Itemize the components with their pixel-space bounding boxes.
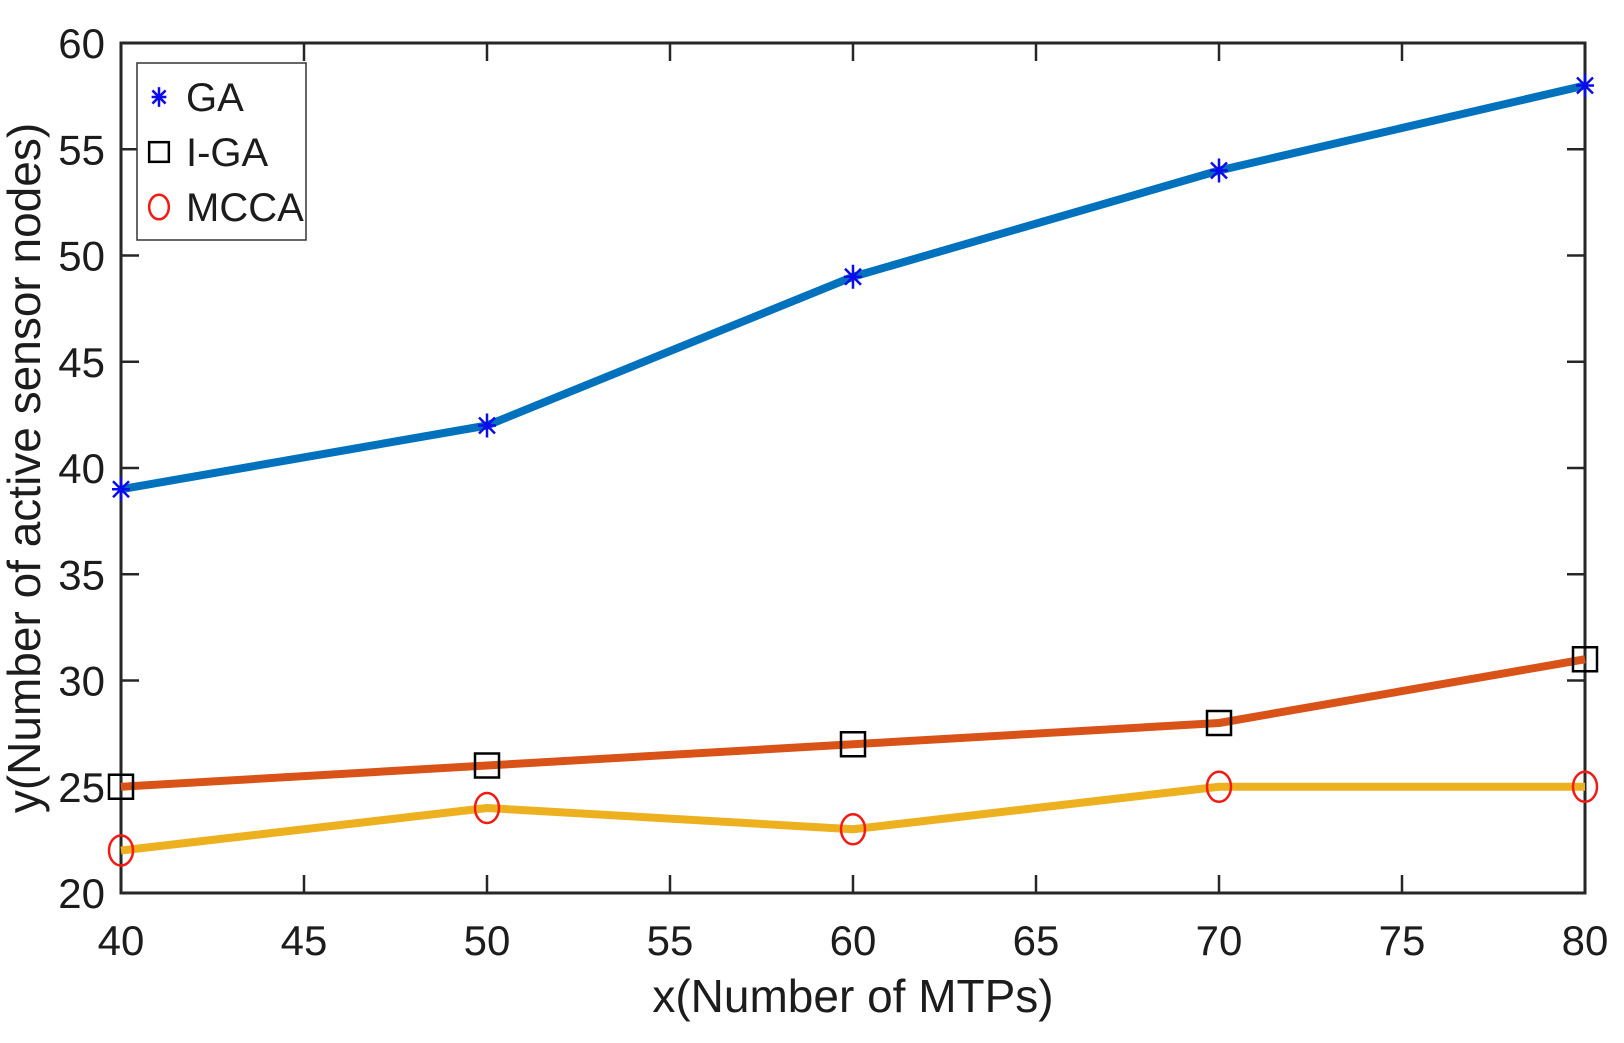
- square-glyph: [1205, 709, 1233, 737]
- circle-glyph: [107, 834, 135, 867]
- series-line-i-ga: [120, 655, 1586, 791]
- legend-label-mcca: MCCA: [186, 186, 304, 230]
- marker-i-ga-40: [107, 773, 135, 800]
- legend-marker-ga: [151, 87, 167, 107]
- x-tick-label: 75: [1379, 917, 1426, 964]
- x-tick-label: 40: [98, 917, 145, 964]
- x-tick-label: 45: [281, 917, 328, 964]
- legend-label-ga: GA: [186, 76, 244, 120]
- y-tick-label: 55: [58, 126, 105, 173]
- legend: GA I-GA MCCA: [136, 62, 307, 241]
- legend-marker-i-ga: [147, 140, 171, 164]
- marker-layer: [107, 73, 1599, 867]
- marker-mcca-50: [473, 791, 501, 825]
- y-tick-label: 60: [58, 20, 105, 67]
- circle-glyph: [1205, 770, 1233, 803]
- y-tick-label: 45: [58, 339, 105, 386]
- circle-glyph: [147, 193, 171, 221]
- x-tick-label: 80: [1562, 917, 1609, 964]
- marker-mcca-60: [839, 813, 867, 846]
- x-tick-label: 65: [1013, 917, 1060, 964]
- y-tick-label: 40: [58, 445, 105, 492]
- circle-glyph: [1571, 770, 1599, 803]
- x-axis-label: x(Number of MTPs): [652, 970, 1053, 1022]
- y-tick-label: 30: [58, 658, 105, 705]
- asterisk-stroke: [112, 480, 130, 499]
- square-glyph: [107, 773, 135, 800]
- square-glyph: [839, 731, 867, 758]
- y-axis-label: y(Number of active sensor nodes): [0, 123, 50, 813]
- series-layer: [120, 81, 1586, 855]
- circle-glyph: [839, 813, 867, 846]
- y-tick-label: 20: [58, 870, 105, 917]
- marker-i-ga-70: [1205, 709, 1233, 737]
- x-tick-label: 55: [647, 917, 694, 964]
- asterisk-stroke: [1210, 161, 1228, 180]
- marker-ga-40: [112, 477, 130, 502]
- y-tick-label: 50: [58, 233, 105, 280]
- marker-ga-50: [478, 413, 496, 438]
- asterisk-stroke: [844, 267, 862, 286]
- series-line-mcca: [120, 782, 1585, 855]
- asterisk-stroke: [151, 89, 167, 105]
- marker-mcca-40: [107, 834, 135, 867]
- axes-layer: 40 45 50 55 60 65 70 75 80 20 25 30 35 40 45 50 55 60: [58, 20, 1608, 964]
- y-tick-label: 25: [58, 764, 105, 811]
- y-tick-label: 35: [58, 551, 105, 598]
- marker-ga-80: [1576, 73, 1594, 98]
- square-glyph: [473, 752, 501, 779]
- marker-i-ga-80: [1571, 646, 1599, 673]
- marker-ga-70: [1210, 158, 1228, 183]
- square-glyph: [147, 140, 171, 164]
- marker-mcca-80: [1571, 770, 1599, 803]
- asterisk-stroke: [1576, 76, 1594, 95]
- marker-i-ga-60: [839, 731, 867, 758]
- marker-i-ga-50: [473, 752, 501, 779]
- x-tick-label: 70: [1196, 917, 1243, 964]
- plot-box: [119, 41, 1587, 895]
- legend-marker-mcca: [147, 193, 171, 221]
- marker-ga-60: [844, 264, 862, 289]
- asterisk-stroke: [478, 416, 496, 435]
- x-tick-label: 60: [830, 917, 877, 964]
- x-tick-label: 50: [464, 917, 511, 964]
- square-glyph: [1571, 646, 1599, 673]
- legend-markers: [147, 87, 171, 221]
- legend-label-iga: I-GA: [186, 131, 269, 175]
- marker-mcca-70: [1205, 770, 1233, 803]
- circle-glyph: [473, 791, 501, 825]
